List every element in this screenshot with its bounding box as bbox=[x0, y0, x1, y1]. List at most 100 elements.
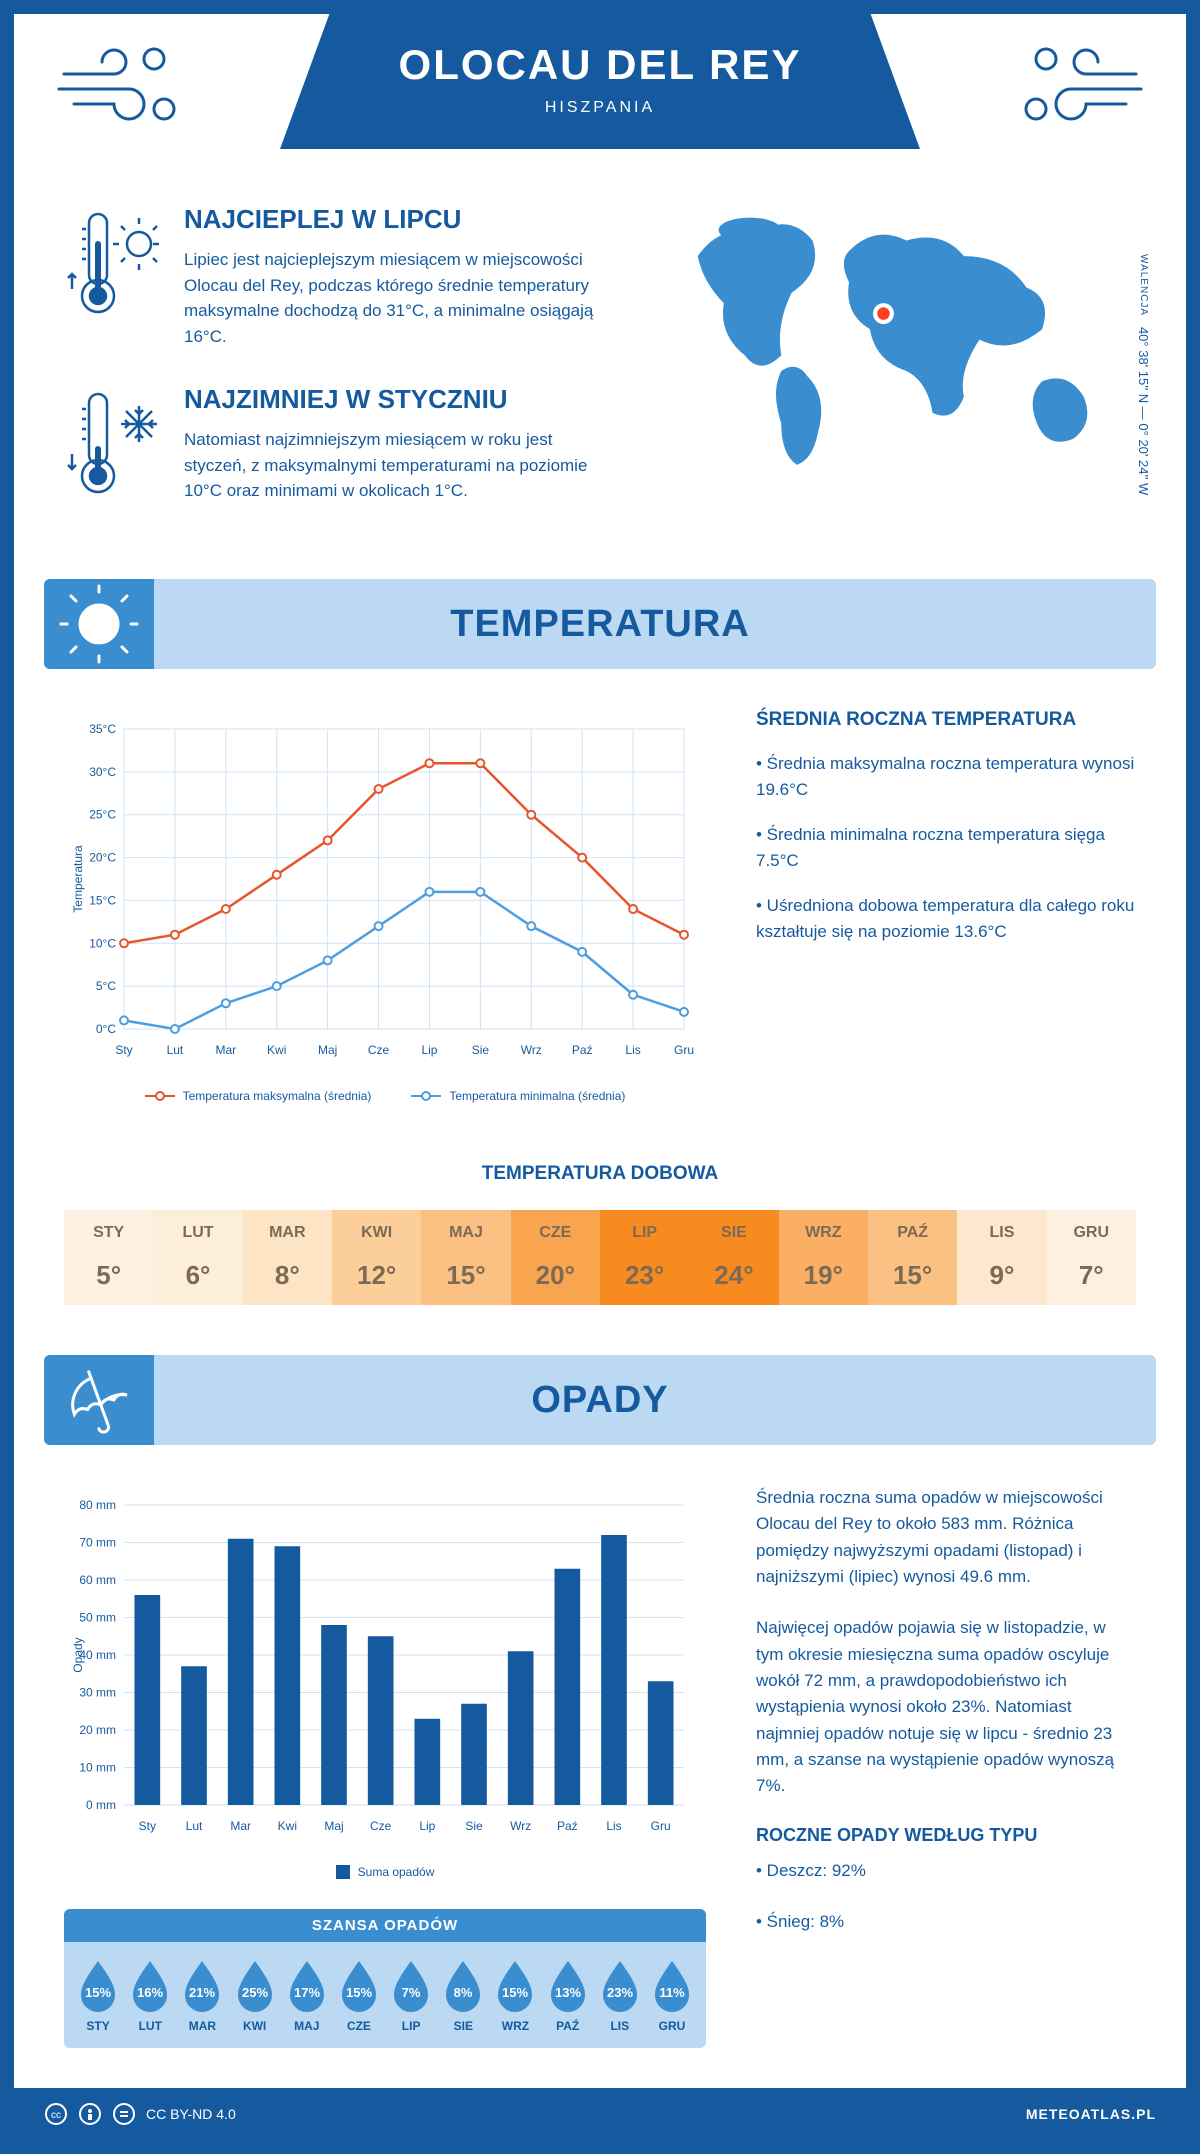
svg-text:Paź: Paź bbox=[572, 1043, 593, 1057]
coordinates: WALENCJA 40° 38' 15'' N — 0° 20' 24'' W bbox=[1136, 254, 1151, 495]
svg-text:17%: 17% bbox=[294, 1985, 320, 2000]
svg-text:Opady: Opady bbox=[71, 1637, 85, 1672]
daily-temperature: TEMPERATURA DOBOWA STY5° LUT6° MAR8° KWI… bbox=[14, 1143, 1186, 1355]
svg-text:13%: 13% bbox=[555, 1985, 581, 2000]
temp-cell: SIE24° bbox=[689, 1210, 778, 1305]
temp-cell: MAJ15° bbox=[421, 1210, 510, 1305]
svg-text:0 mm: 0 mm bbox=[86, 1798, 116, 1812]
svg-text:Lut: Lut bbox=[186, 1819, 203, 1833]
wind-icon-left bbox=[54, 34, 184, 134]
svg-text:7%: 7% bbox=[402, 1985, 421, 2000]
svg-text:Sty: Sty bbox=[139, 1819, 156, 1833]
svg-text:Kwi: Kwi bbox=[278, 1819, 297, 1833]
temp-cell: LUT6° bbox=[153, 1210, 242, 1305]
svg-text:Lip: Lip bbox=[421, 1043, 437, 1057]
svg-text:Kwi: Kwi bbox=[267, 1043, 286, 1057]
chance-drop: 11% GRU bbox=[646, 1957, 698, 2033]
svg-text:20°C: 20°C bbox=[89, 851, 116, 865]
svg-text:Paź: Paź bbox=[557, 1819, 578, 1833]
world-map: WALENCJA 40° 38' 15'' N — 0° 20' 24'' W bbox=[656, 204, 1136, 539]
chance-drop: 8% SIE bbox=[437, 1957, 489, 2033]
svg-text:10 mm: 10 mm bbox=[79, 1761, 116, 1775]
svg-text:15%: 15% bbox=[85, 1985, 111, 2000]
svg-text:10°C: 10°C bbox=[89, 936, 116, 950]
svg-text:11%: 11% bbox=[659, 1985, 685, 2000]
temp-cell: WRZ19° bbox=[779, 1210, 868, 1305]
svg-text:Gru: Gru bbox=[674, 1043, 694, 1057]
chance-drop: 23% LIS bbox=[594, 1957, 646, 2033]
footer: cc CC BY-ND 4.0 METEOATLAS.PL bbox=[14, 2088, 1186, 2140]
svg-text:Lis: Lis bbox=[606, 1819, 621, 1833]
temp-cell: LIS9° bbox=[957, 1210, 1046, 1305]
svg-text:70 mm: 70 mm bbox=[79, 1536, 116, 1550]
temperature-section-header: TEMPERATURA bbox=[44, 579, 1156, 669]
temp-cell: PAŹ15° bbox=[868, 1210, 957, 1305]
svg-text:35°C: 35°C bbox=[89, 722, 116, 736]
svg-text:20 mm: 20 mm bbox=[79, 1723, 116, 1737]
svg-text:Lip: Lip bbox=[419, 1819, 435, 1833]
svg-text:Sie: Sie bbox=[465, 1819, 483, 1833]
chance-drop: 15% STY bbox=[72, 1957, 124, 2033]
svg-text:25°C: 25°C bbox=[89, 808, 116, 822]
precipitation-title: OPADY bbox=[154, 1379, 1046, 1422]
svg-text:0°C: 0°C bbox=[96, 1022, 116, 1036]
precipitation-chance: SZANSA OPADÓW 15% STY 16% LUT 21% MAR bbox=[64, 1909, 706, 2048]
svg-text:21%: 21% bbox=[189, 1985, 215, 2000]
header: OLOCAU DEL REY HISZPANIA bbox=[14, 14, 1186, 194]
temp-cell: GRU7° bbox=[1047, 1210, 1136, 1305]
svg-text:Cze: Cze bbox=[370, 1819, 392, 1833]
svg-text:25%: 25% bbox=[242, 1985, 268, 2000]
sun-icon bbox=[59, 584, 139, 664]
coldest-text: Natomiast najzimniejszym miesiącem w rok… bbox=[184, 427, 616, 504]
hottest-title: NAJCIEPLEJ W LIPCU bbox=[184, 204, 616, 235]
svg-text:Mar: Mar bbox=[215, 1043, 236, 1057]
svg-text:15%: 15% bbox=[346, 1985, 372, 2000]
svg-text:60 mm: 60 mm bbox=[79, 1573, 116, 1587]
svg-text:Lut: Lut bbox=[167, 1043, 184, 1057]
svg-text:50 mm: 50 mm bbox=[79, 1611, 116, 1625]
thermometer-hot-icon bbox=[64, 204, 164, 324]
wind-icon-right bbox=[1016, 34, 1146, 134]
svg-text:Mar: Mar bbox=[230, 1819, 251, 1833]
chance-drop: 21% MAR bbox=[176, 1957, 228, 2033]
svg-text:23%: 23% bbox=[607, 1985, 633, 2000]
chance-drop: 13% PAŹ bbox=[542, 1957, 594, 2033]
svg-text:Maj: Maj bbox=[318, 1043, 337, 1057]
precipitation-section-header: OPADY bbox=[44, 1355, 1156, 1445]
coldest-block: NAJZIMNIEJ W STYCZNIU Natomiast najzimni… bbox=[64, 384, 616, 504]
overview-section: NAJCIEPLEJ W LIPCU Lipiec jest najcieple… bbox=[14, 194, 1186, 579]
temperature-chart: 0°C 5°C 10°C 15°C 20°C 25°C 30°C 35°C Sty Lut Mar K… bbox=[64, 709, 706, 1103]
svg-text:Temperatura: Temperatura bbox=[71, 845, 85, 913]
chance-drop: 15% CZE bbox=[333, 1957, 385, 2033]
umbrella-icon bbox=[64, 1365, 134, 1435]
svg-text:Sie: Sie bbox=[472, 1043, 490, 1057]
chance-drop: 7% LIP bbox=[385, 1957, 437, 2033]
svg-text:15%: 15% bbox=[502, 1985, 528, 2000]
svg-text:30°C: 30°C bbox=[89, 765, 116, 779]
svg-text:Maj: Maj bbox=[324, 1819, 343, 1833]
svg-text:16%: 16% bbox=[137, 1985, 163, 2000]
hottest-block: NAJCIEPLEJ W LIPCU Lipiec jest najcieple… bbox=[64, 204, 616, 349]
svg-text:5°C: 5°C bbox=[96, 979, 116, 993]
temperature-summary: ŚREDNIA ROCZNA TEMPERATURA • Średnia mak… bbox=[756, 709, 1136, 1103]
precipitation-summary: Średnia roczna suma opadów w miejscowośc… bbox=[756, 1485, 1136, 2048]
hottest-text: Lipiec jest najcieplejszym miesiącem w m… bbox=[184, 247, 616, 349]
svg-text:Wrz: Wrz bbox=[521, 1043, 542, 1057]
temp-cell: LIP23° bbox=[600, 1210, 689, 1305]
nd-icon bbox=[112, 2102, 136, 2126]
svg-text:Gru: Gru bbox=[651, 1819, 671, 1833]
temp-cell: CZE20° bbox=[511, 1210, 600, 1305]
chance-drop: 17% MAJ bbox=[281, 1957, 333, 2033]
location-marker bbox=[875, 305, 892, 322]
cc-icon: cc bbox=[44, 2102, 68, 2126]
svg-text:Sty: Sty bbox=[115, 1043, 132, 1057]
title-banner: OLOCAU DEL REY HISZPANIA bbox=[280, 9, 920, 149]
coldest-title: NAJZIMNIEJ W STYCZNIU bbox=[184, 384, 616, 415]
svg-text:30 mm: 30 mm bbox=[79, 1686, 116, 1700]
svg-text:Cze: Cze bbox=[368, 1043, 390, 1057]
by-icon bbox=[78, 2102, 102, 2126]
svg-text:Wrz: Wrz bbox=[510, 1819, 531, 1833]
temp-cell: KWI12° bbox=[332, 1210, 421, 1305]
temp-cell: STY5° bbox=[64, 1210, 153, 1305]
svg-text:15°C: 15°C bbox=[89, 893, 116, 907]
